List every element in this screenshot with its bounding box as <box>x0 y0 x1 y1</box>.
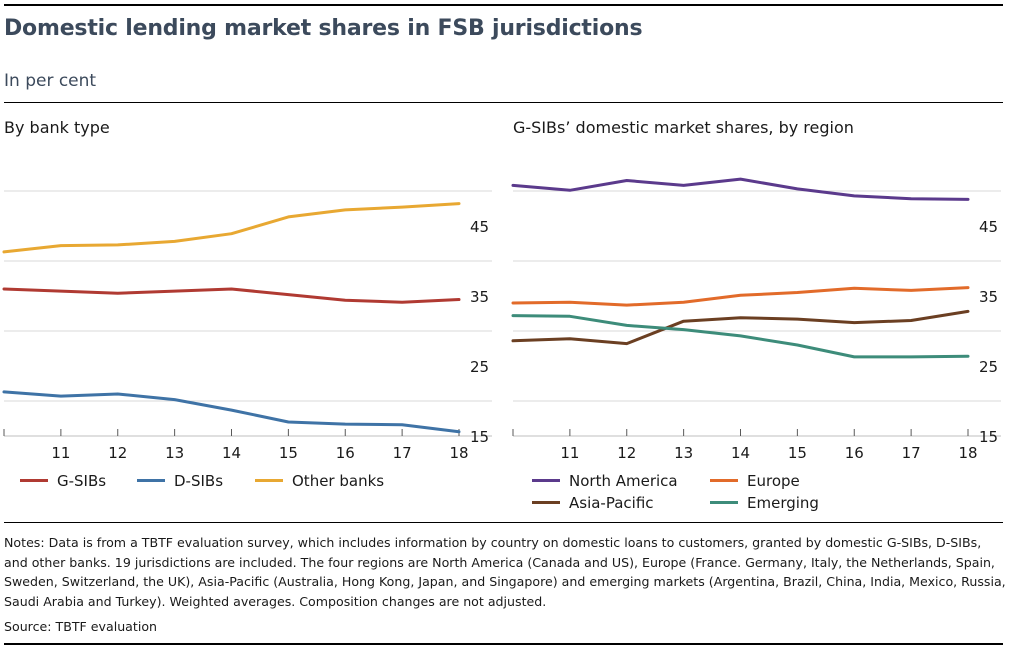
legend-swatch <box>532 501 560 504</box>
legend-swatch <box>710 479 738 482</box>
legend-label: Europe <box>747 472 800 490</box>
legend-swatch <box>137 479 165 482</box>
left-panel-title: By bank type <box>4 118 110 137</box>
notes-rule <box>4 522 1003 523</box>
legend-item-emerging: Emerging <box>710 494 819 512</box>
x-tick-label: 15 <box>279 444 298 462</box>
x-tick-label: 18 <box>449 444 468 462</box>
series-line-d-sibs <box>2 390 461 434</box>
x-tick-label: 15 <box>788 444 807 462</box>
y-tick-label: 15 <box>470 428 489 446</box>
legend-label: North America <box>569 472 678 490</box>
legend-item-asia-pacific: Asia-Pacific <box>532 494 654 512</box>
legend-label: Asia-Pacific <box>569 494 654 512</box>
x-tick-label: 13 <box>674 444 693 462</box>
y-tick-label: 25 <box>979 358 998 376</box>
legend-swatch <box>255 479 283 482</box>
legend-item-other-banks: Other banks <box>255 472 384 490</box>
series-line-europe <box>511 286 970 307</box>
series-line-g-sibs <box>2 287 461 304</box>
top-rule <box>4 4 1003 6</box>
bottom-rule <box>4 643 1003 645</box>
header-rule <box>4 102 1003 103</box>
notes-text: Notes: Data is from a TBTF evaluation su… <box>4 535 1006 609</box>
x-tick-label: 12 <box>617 444 636 462</box>
x-tick-label: 11 <box>51 444 70 462</box>
series-line-emerging <box>511 314 970 359</box>
series-line-north-america <box>511 177 970 201</box>
x-tick-label: 14 <box>222 444 241 462</box>
legend-label: G-SIBs <box>57 472 107 490</box>
legend-label: D-SIBs <box>174 472 224 490</box>
x-tick-label: 17 <box>393 444 412 462</box>
y-tick-label: 45 <box>979 218 998 236</box>
x-tick-label: 17 <box>902 444 921 462</box>
y-tick-label: 35 <box>979 288 998 306</box>
y-tick-label: 35 <box>470 288 489 306</box>
legend-item-g-sibs: G-SIBs <box>20 472 106 490</box>
x-tick-label: 13 <box>165 444 184 462</box>
y-tick-label: 15 <box>979 428 998 446</box>
x-tick-label: 12 <box>108 444 127 462</box>
page-subtitle: In per cent <box>4 71 97 91</box>
x-tick-label: 16 <box>845 444 864 462</box>
legend-swatch <box>532 479 560 482</box>
legend-item-north-america: North America <box>532 472 678 490</box>
legend-swatch <box>20 479 48 482</box>
right-panel-title: G-SIBs’ domestic market shares, by regio… <box>513 118 854 137</box>
x-tick-label: 16 <box>336 444 355 462</box>
source-text: Source: TBTF evaluation <box>4 619 158 634</box>
y-tick-label: 45 <box>470 218 489 236</box>
x-tick-label: 14 <box>731 444 750 462</box>
x-tick-label: 11 <box>560 444 579 462</box>
y-tick-label: 25 <box>470 358 489 376</box>
legend-label: Emerging <box>747 494 819 512</box>
legend-item-europe: Europe <box>710 472 800 490</box>
page-title: Domestic lending market shares in FSB ju… <box>4 16 643 41</box>
x-tick-label: 18 <box>958 444 977 462</box>
legend-label: Other banks <box>292 472 385 490</box>
series-line-asia-pacific <box>511 309 970 346</box>
series-line-other-banks <box>2 202 461 254</box>
legend-swatch <box>710 501 738 504</box>
legend-item-d-sibs: D-SIBs <box>137 472 223 490</box>
